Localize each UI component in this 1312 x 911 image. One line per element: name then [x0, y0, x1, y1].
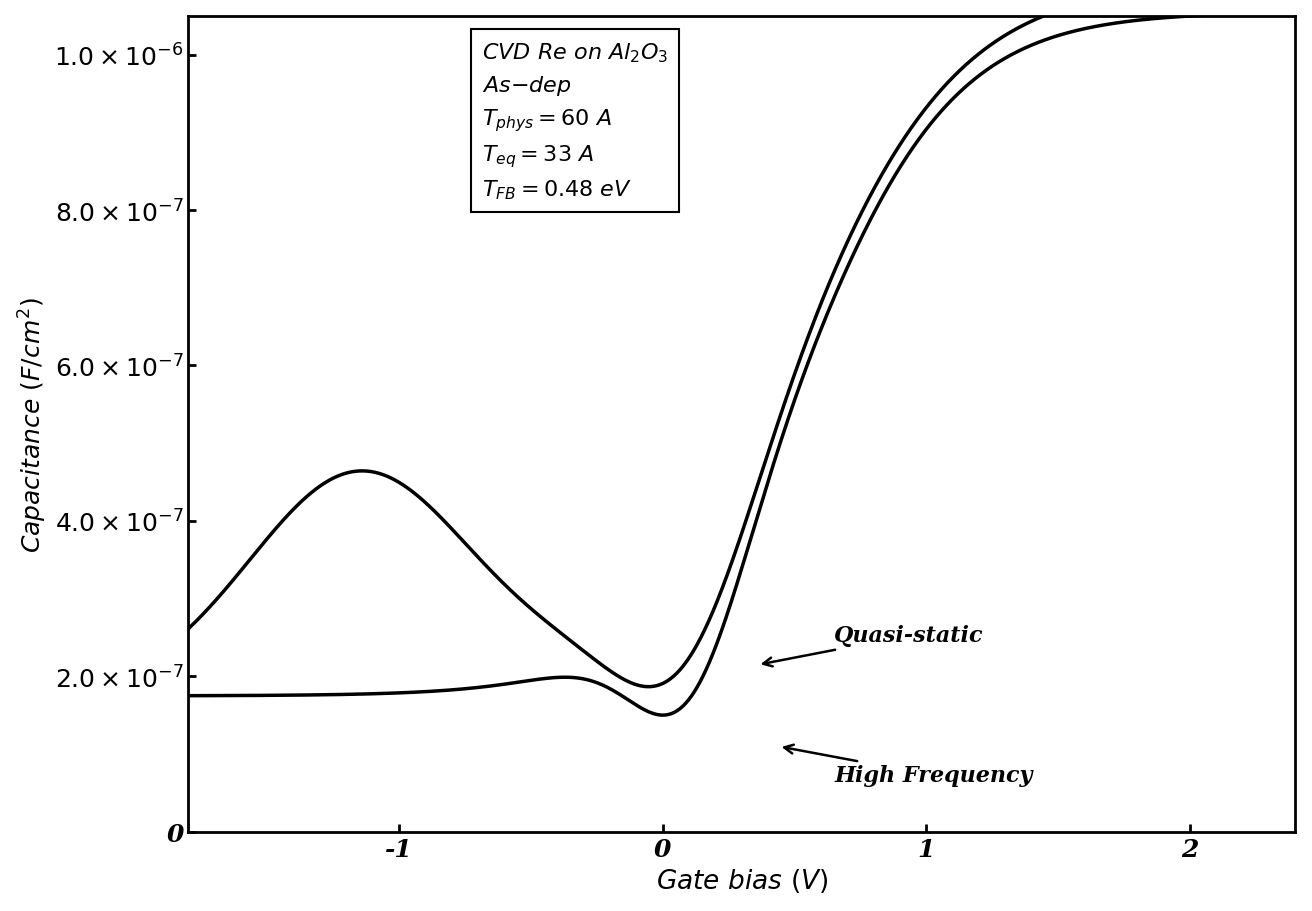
Y-axis label: $\mathit{Capacitance\ (F/cm^2)}$: $\mathit{Capacitance\ (F/cm^2)}$	[17, 296, 49, 552]
Text: High Frequency: High Frequency	[785, 745, 1033, 786]
Text: $\mathit{CVD\ Re\ on\ Al_2O_3}$
$\mathit{As}$$\mathit{-dep}$
$\mathit{T_{phys}=6: $\mathit{CVD\ Re\ on\ Al_2O_3}$ $\mathit…	[482, 41, 668, 202]
Text: Quasi-static: Quasi-static	[764, 625, 984, 667]
X-axis label: $\mathit{Gate\ bias\ (V)}$: $\mathit{Gate\ bias\ (V)}$	[656, 866, 828, 895]
